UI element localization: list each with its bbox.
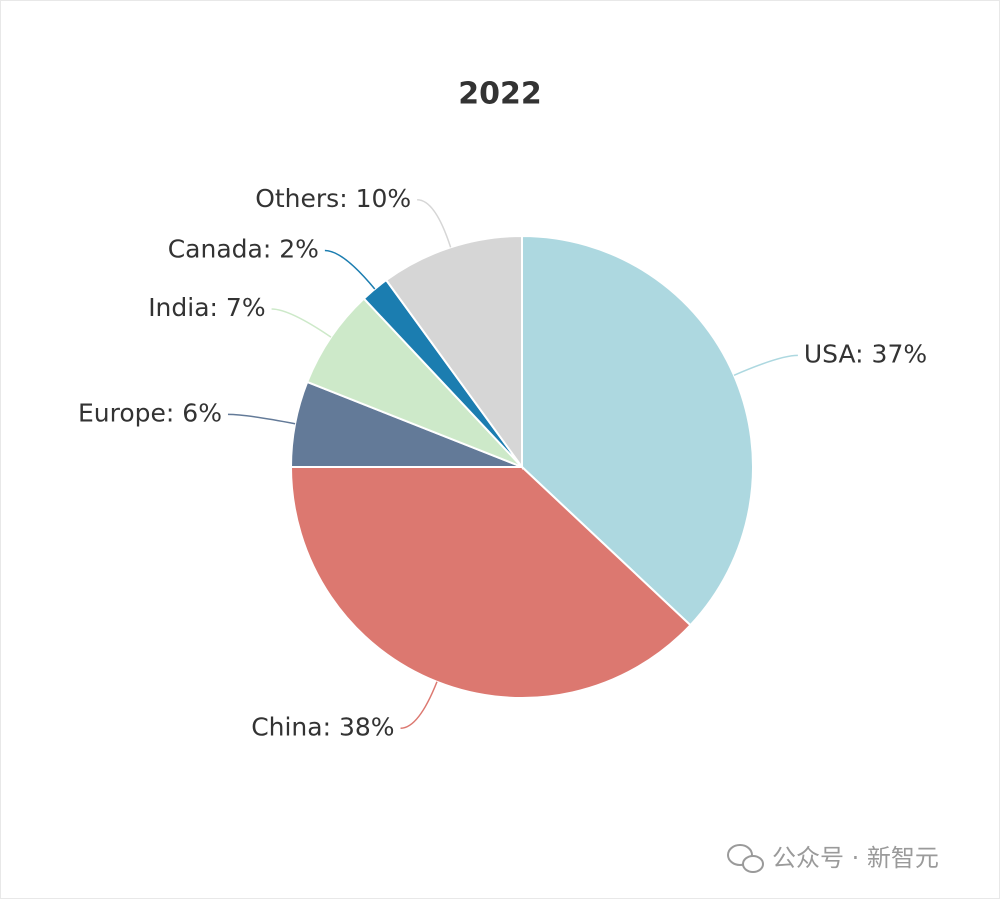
data-label: India: 7% bbox=[148, 293, 265, 322]
data-label: Europe: 6% bbox=[78, 398, 222, 427]
leader-line bbox=[733, 354, 798, 376]
pie-slice bbox=[289, 466, 692, 699]
wechat-icon bbox=[727, 844, 764, 873]
data-label: China: 38% bbox=[251, 712, 394, 741]
data-label: USA: 37% bbox=[804, 339, 927, 368]
pie-slice bbox=[521, 234, 754, 627]
leader-line bbox=[417, 199, 452, 248]
watermark: 公众号 · 新智元 bbox=[772, 844, 939, 872]
leader-line bbox=[400, 681, 438, 730]
leader-line bbox=[227, 413, 296, 425]
leader-line bbox=[271, 308, 332, 338]
leader-line bbox=[324, 249, 376, 290]
pie-slice bbox=[384, 234, 523, 471]
chart-title: 2022 bbox=[458, 77, 542, 112]
data-label: Others: 10% bbox=[255, 184, 411, 213]
pie-slice bbox=[305, 297, 523, 468]
data-label: Canada: 2% bbox=[168, 234, 319, 263]
